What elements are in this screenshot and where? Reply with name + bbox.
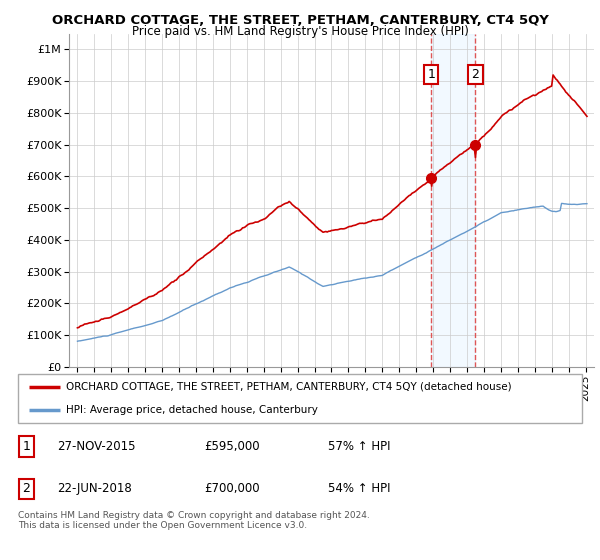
Text: ORCHARD COTTAGE, THE STREET, PETHAM, CANTERBURY, CT4 5QY: ORCHARD COTTAGE, THE STREET, PETHAM, CAN… xyxy=(52,14,548,27)
Text: ORCHARD COTTAGE, THE STREET, PETHAM, CANTERBURY, CT4 5QY (detached house): ORCHARD COTTAGE, THE STREET, PETHAM, CAN… xyxy=(66,382,512,392)
Text: 27-NOV-2015: 27-NOV-2015 xyxy=(58,440,136,453)
Text: HPI: Average price, detached house, Canterbury: HPI: Average price, detached house, Cant… xyxy=(66,405,318,416)
Text: 1: 1 xyxy=(23,440,31,453)
Text: 54% ↑ HPI: 54% ↑ HPI xyxy=(328,482,391,495)
Text: Price paid vs. HM Land Registry's House Price Index (HPI): Price paid vs. HM Land Registry's House … xyxy=(131,25,469,38)
Text: 57% ↑ HPI: 57% ↑ HPI xyxy=(328,440,391,453)
Text: 22-JUN-2018: 22-JUN-2018 xyxy=(58,482,132,495)
Text: £595,000: £595,000 xyxy=(204,440,260,453)
Bar xyxy=(431,34,475,367)
Text: £700,000: £700,000 xyxy=(204,482,260,495)
Text: 1: 1 xyxy=(427,68,436,81)
FancyBboxPatch shape xyxy=(18,374,582,423)
Text: Contains HM Land Registry data © Crown copyright and database right 2024.
This d: Contains HM Land Registry data © Crown c… xyxy=(18,511,370,530)
Text: 2: 2 xyxy=(472,68,479,81)
Text: 2: 2 xyxy=(23,482,31,495)
